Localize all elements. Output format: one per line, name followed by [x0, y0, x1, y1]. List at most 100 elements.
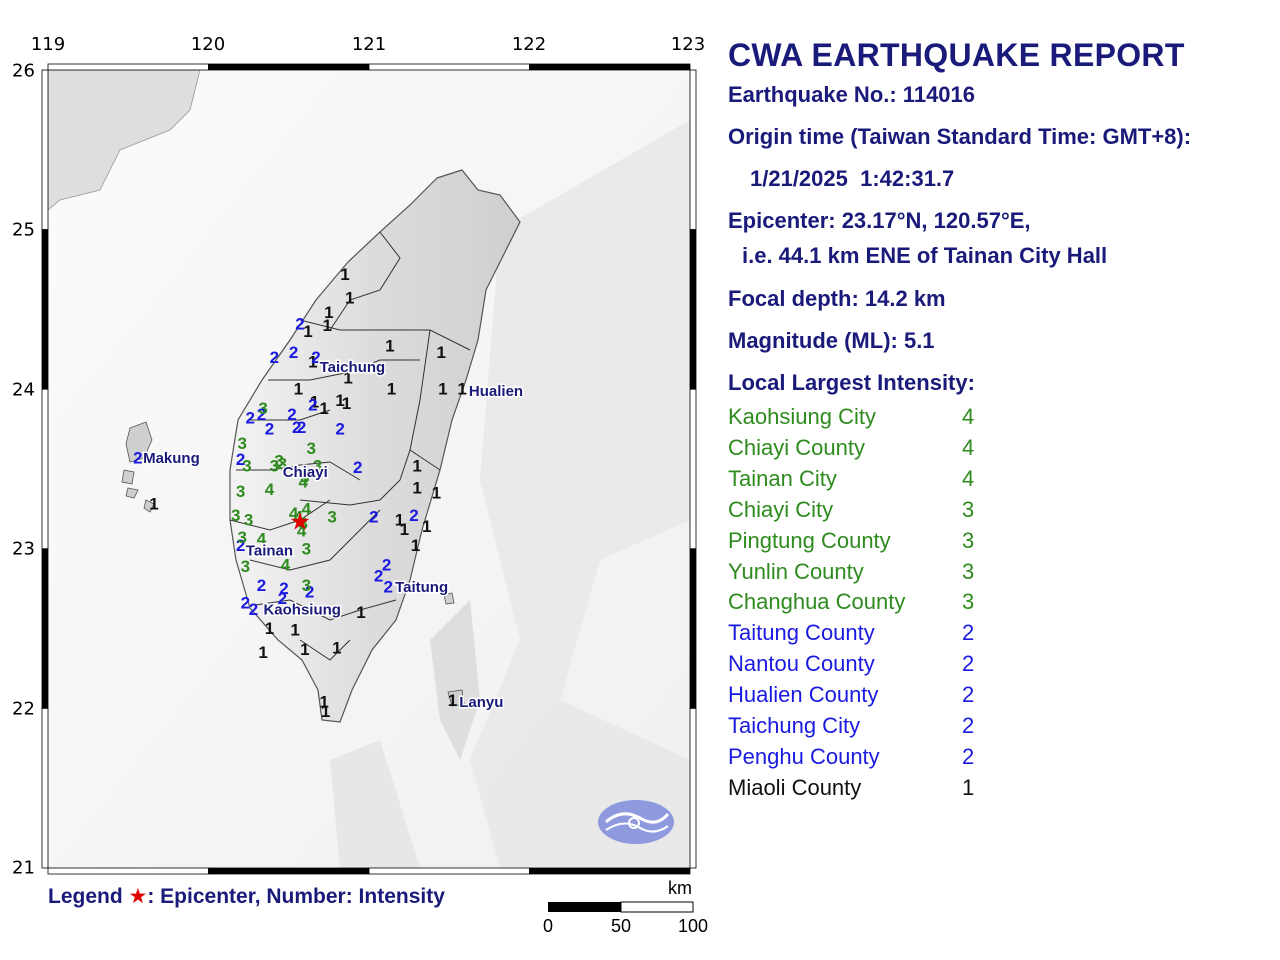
frame-bottom-segment [529, 867, 691, 875]
station-intensity-1: 1 [412, 479, 421, 498]
station-intensity-1: 1 [432, 483, 441, 502]
intensity-value: 2 [962, 713, 975, 738]
intensity-value: 3 [962, 589, 975, 615]
station-intensity-1: 1 [149, 495, 158, 514]
station-intensity-1: 1 [308, 353, 317, 372]
station-intensity-1: 1 [343, 369, 352, 388]
station-intensity-3: 3 [300, 467, 309, 486]
station-intensity-1: 1 [319, 693, 328, 712]
station-intensity-3: 3 [231, 506, 240, 525]
southern-ridge [330, 740, 420, 868]
station-intensity-1: 1 [332, 638, 341, 657]
station-intensity-1: 1 [387, 380, 396, 399]
intensity-area: Nantou County [728, 651, 875, 677]
station-intensity-4: 4 [265, 480, 275, 499]
station-intensity-1: 1 [323, 316, 332, 335]
station-intensity-4: 4 [302, 499, 312, 518]
station-intensity-2: 2 [374, 566, 383, 585]
station-intensity-2: 2 [289, 343, 298, 362]
intensity-area: Chiayi City [728, 496, 834, 522]
frame-right-segment [689, 708, 697, 869]
intensity-area: Tainan City [728, 465, 837, 491]
station-intensity-1: 1 [438, 380, 447, 399]
frame-right-segment [689, 229, 697, 390]
station-intensity-3: 3 [313, 456, 322, 475]
city-label-taichung: Taichung [320, 359, 386, 376]
intensity-value: 3 [962, 496, 975, 522]
frame-top-segment [368, 63, 530, 71]
frame-right-segment [689, 548, 697, 709]
city-label-lanyu: Lanyu [459, 694, 503, 711]
station-intensity-3: 3 [237, 434, 246, 453]
legend-text: : Epicenter, Number: Intensity [147, 885, 445, 908]
station-intensity-2: 2 [409, 506, 418, 525]
station-intensity-2: 2 [287, 405, 296, 424]
frame-top-segment [47, 63, 209, 71]
origin-time-value: 1/21/2025 1:42:31.7 [750, 166, 955, 191]
epicenter-star-icon: ★ [289, 508, 311, 536]
station-intensity-1: 1 [321, 702, 330, 721]
station-intensity-2: 2 [292, 418, 301, 437]
intensity-area: Yunlin County [728, 558, 864, 584]
city-label-chiayi: Chiayi [283, 464, 328, 481]
legend-prefix: Legend [48, 885, 123, 908]
station-intensity-2: 2 [335, 420, 344, 439]
seafloor-relief [470, 120, 690, 868]
intensity-area: Pingtung County [728, 527, 891, 553]
city-labels: Taichung Hualien Makung Chiayi Tainan Taitung… [142, 357, 525, 712]
frame-right-segment [689, 69, 697, 231]
station-intensity-1: 1 [303, 322, 312, 341]
intensity-heading: Local Largest Intensity: [728, 370, 975, 395]
intensity-value: 3 [962, 527, 975, 553]
city-label-taitung: Taitung [395, 579, 448, 596]
frame-top-segment [208, 63, 370, 71]
cwa-logo [598, 800, 674, 844]
station-intensity-2: 2 [297, 418, 306, 437]
report-panel: CWA EARTHQUAKE REPORT Earthquake No.: 11… [728, 36, 1268, 800]
scale-unit: km [668, 878, 692, 898]
station-intensity-1: 1 [345, 289, 354, 308]
station-intensity-4: 4 [281, 555, 291, 574]
station-intensity-1: 1 [340, 265, 349, 284]
frame-top-segment [529, 63, 691, 71]
station-intensity-3: 3 [244, 511, 253, 530]
lanyu-island [447, 689, 465, 707]
station-intensity-4: 4 [294, 507, 304, 526]
map-legend: Legend ★: Epicenter, Number: Intensity [48, 884, 445, 909]
station-intensity-2: 2 [249, 600, 258, 619]
report-title: CWA EARTHQUAKE REPORT [728, 37, 1185, 73]
scale-tick-0: 0 [542, 916, 554, 936]
frame-left-segment [41, 548, 49, 709]
epicenter-reference: i.e. 44.1 km ENE of Tainan City Hall [742, 243, 1108, 268]
county-boundaries [229, 231, 471, 661]
station-intensity-4: 4 [298, 472, 308, 491]
intensity-value: 2 [962, 743, 975, 769]
station-intensity-2: 2 [133, 448, 142, 467]
station-intensity-2: 2 [369, 507, 378, 526]
epicenter-coords: Epicenter: 23.17°N, 120.57°E, [728, 208, 1031, 233]
city-label-tainan: Tainan [246, 542, 293, 559]
scale-tick-50: 50 [610, 916, 632, 936]
station-intensity-2: 2 [265, 420, 274, 439]
station-intensity-2: 2 [270, 348, 279, 367]
frame-left-segment [41, 708, 49, 869]
legend-star-icon: ★ [128, 885, 148, 908]
scale-tick-100: 100 [677, 916, 709, 936]
intensity-value: 1 [962, 774, 975, 800]
station-intensity-2: 2 [308, 396, 317, 415]
station-intensity-1: 1 [335, 391, 344, 410]
lat-tick-23: 23 [12, 538, 35, 560]
focal-depth: Focal depth: 14.2 km [728, 286, 946, 311]
city-label-hualien: Hualien [469, 383, 523, 400]
lat-tick-24: 24 [12, 379, 35, 401]
station-intensity-2: 2 [257, 405, 266, 424]
city-label-kaohsiung: Kaohsiung [263, 601, 341, 618]
intensity-area: Kaohsiung City [728, 404, 876, 429]
station-intensity-1: 1 [422, 517, 431, 536]
lat-tick-21: 21 [12, 857, 35, 879]
intensity-value: 4 [962, 434, 975, 460]
station-intensity-3: 3 [327, 507, 336, 526]
